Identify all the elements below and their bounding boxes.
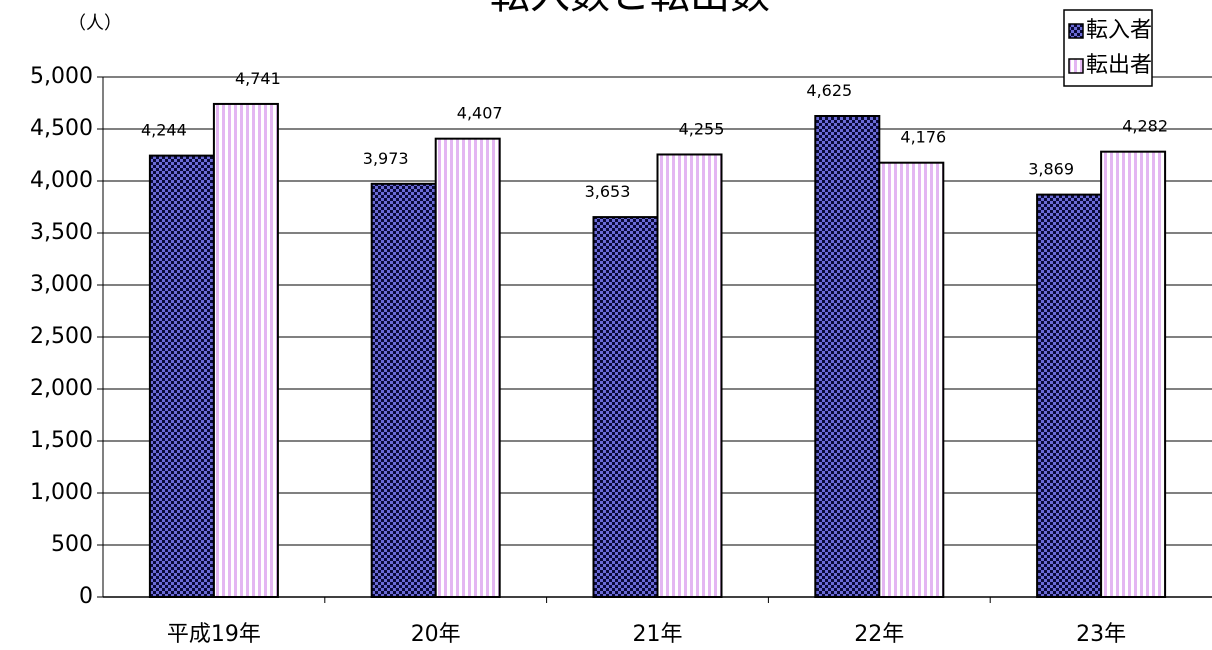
bar [1036, 193, 1103, 598]
bar [656, 153, 723, 598]
y-tick-label: 2,000 [30, 376, 93, 401]
y-tick-label: 4,000 [30, 168, 93, 193]
y-tick-label: 4,500 [30, 116, 93, 141]
value-label: 4,255 [679, 119, 725, 138]
value-label: 4,407 [457, 104, 503, 123]
legend-label: 転出者 [1086, 53, 1152, 78]
chart-title: 転入数と転出数 [490, 0, 770, 18]
legend-swatch [1068, 58, 1084, 74]
bar [878, 161, 945, 598]
value-label: 4,176 [900, 128, 946, 147]
y-tick-label: 3,500 [30, 220, 93, 245]
x-tick-label: 20年 [411, 622, 461, 647]
y-tick-label: 5,000 [30, 64, 93, 89]
y-tick-label: 1,000 [30, 480, 93, 505]
value-label: 3,869 [1028, 160, 1074, 179]
bar [814, 115, 881, 598]
y-axis-label: （人） [68, 13, 122, 34]
bar [148, 154, 215, 598]
y-tick-label: 500 [51, 532, 93, 557]
x-tick-label: 23年 [1076, 622, 1126, 647]
value-label: 4,282 [1122, 117, 1168, 136]
x-tick-label: 22年 [854, 622, 904, 647]
legend-swatch [1068, 23, 1084, 39]
value-label: 3,653 [585, 182, 631, 201]
y-tick-label: 3,000 [30, 272, 93, 297]
x-tick-label: 平成19年 [167, 622, 261, 647]
y-tick-label: 0 [79, 584, 93, 609]
value-label: 3,973 [363, 149, 409, 168]
y-tick-label: 2,500 [30, 324, 93, 349]
value-label: 4,244 [141, 121, 187, 140]
bar [592, 216, 659, 598]
bar [1100, 150, 1167, 598]
value-label: 4,625 [806, 81, 852, 100]
bar [212, 102, 279, 598]
value-label: 4,741 [235, 69, 281, 88]
bar [370, 182, 437, 598]
legend-label: 転入者 [1086, 18, 1152, 43]
x-tick-label: 21年 [633, 622, 683, 647]
bar [434, 137, 501, 598]
y-tick-label: 1,500 [30, 428, 93, 453]
